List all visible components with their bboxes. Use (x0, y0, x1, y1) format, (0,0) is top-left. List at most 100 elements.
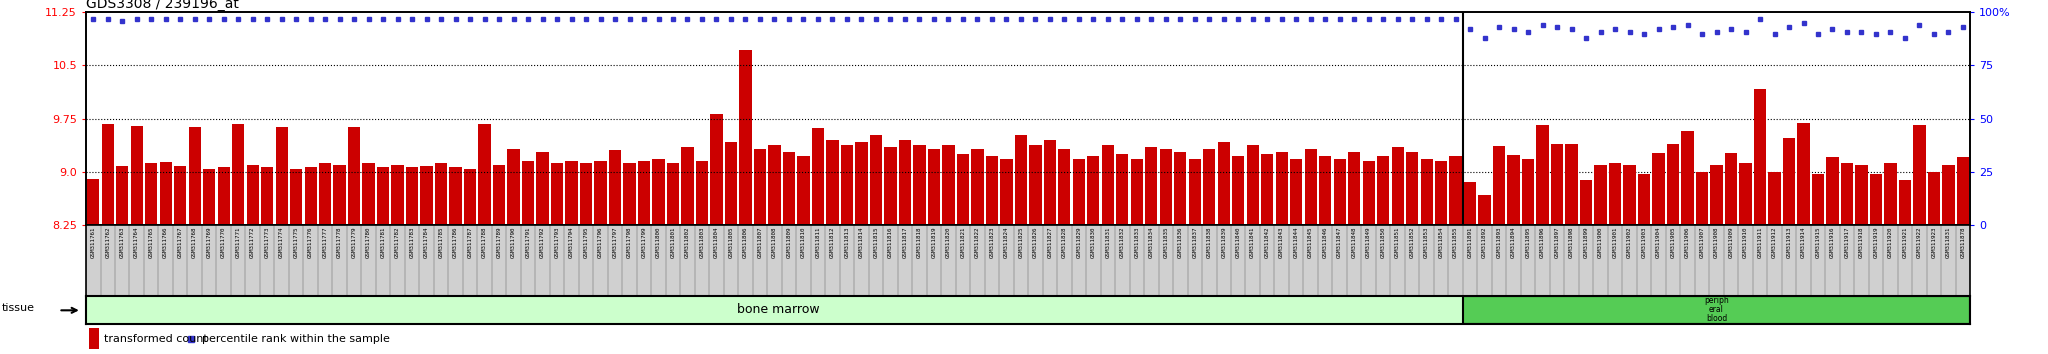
Text: GSM311831: GSM311831 (1946, 227, 1952, 258)
Bar (768, 145, 780, 225)
Text: GSM311843: GSM311843 (1280, 227, 1284, 258)
Bar (217, 167, 229, 225)
Bar (782, 152, 795, 225)
Text: GSM311851: GSM311851 (1395, 227, 1401, 258)
Text: GSM311878: GSM311878 (1960, 227, 1966, 258)
Bar (885, 147, 897, 225)
Text: GSM311839: GSM311839 (1221, 227, 1227, 258)
Bar (1159, 149, 1171, 225)
Bar (1174, 152, 1186, 225)
Bar (594, 161, 606, 225)
Text: GSM311798: GSM311798 (627, 227, 633, 258)
Text: GSM311893: GSM311893 (1497, 227, 1501, 258)
Bar (1102, 145, 1114, 225)
Bar (334, 165, 346, 225)
Text: GSM311768: GSM311768 (193, 227, 197, 258)
Text: GSM311767: GSM311767 (178, 227, 182, 258)
Text: GSM311792: GSM311792 (541, 227, 545, 258)
Text: GSM311805: GSM311805 (729, 227, 733, 258)
Text: GSM311919: GSM311919 (1874, 227, 1878, 258)
Bar (551, 163, 563, 225)
Bar (449, 167, 461, 225)
Text: GSM311829: GSM311829 (1077, 227, 1081, 258)
Bar (1421, 159, 1434, 225)
Text: GSM311802: GSM311802 (684, 227, 690, 258)
Bar (1942, 165, 1954, 225)
Bar (1436, 161, 1448, 225)
Text: GSM311793: GSM311793 (555, 227, 559, 258)
Bar (696, 161, 709, 225)
Bar (608, 150, 621, 225)
Bar (1407, 152, 1419, 225)
Bar (1348, 152, 1360, 225)
Text: GSM311908: GSM311908 (1714, 227, 1718, 258)
Text: GSM311762: GSM311762 (104, 227, 111, 258)
Bar (1522, 159, 1534, 225)
Bar (1638, 174, 1651, 225)
Bar (811, 128, 823, 225)
Text: GSM311835: GSM311835 (1163, 227, 1167, 258)
Text: GSM311772: GSM311772 (250, 227, 256, 258)
Bar (1767, 172, 1780, 225)
Text: GSM311814: GSM311814 (858, 227, 864, 258)
Bar (1362, 161, 1374, 225)
Text: GSM311850: GSM311850 (1380, 227, 1386, 258)
Bar (1710, 165, 1722, 225)
Text: GSM311817: GSM311817 (903, 227, 907, 258)
Bar (1653, 153, 1665, 225)
Bar (1319, 156, 1331, 225)
Text: GSM311828: GSM311828 (1061, 227, 1067, 258)
Bar (1493, 146, 1505, 225)
Text: GSM311820: GSM311820 (946, 227, 950, 258)
Text: GSM311790: GSM311790 (512, 227, 516, 258)
Text: GSM311892: GSM311892 (1483, 227, 1487, 258)
Bar (174, 166, 186, 225)
Text: GSM311779: GSM311779 (352, 227, 356, 258)
Bar (1276, 152, 1288, 225)
Bar (1233, 156, 1245, 225)
Bar (565, 161, 578, 225)
Bar (377, 167, 389, 225)
Text: GSM311846: GSM311846 (1323, 227, 1327, 258)
Text: GSM311904: GSM311904 (1657, 227, 1661, 258)
Bar (1262, 154, 1274, 225)
Bar (391, 165, 403, 225)
Text: GSM311826: GSM311826 (1032, 227, 1038, 258)
Bar (999, 159, 1012, 225)
Bar (711, 114, 723, 225)
Bar (797, 156, 809, 225)
Text: GSM311761: GSM311761 (90, 227, 96, 258)
Text: GSM311901: GSM311901 (1612, 227, 1618, 258)
Text: GSM311847: GSM311847 (1337, 227, 1341, 258)
Text: GSM311799: GSM311799 (641, 227, 647, 258)
Text: GSM311899: GSM311899 (1583, 227, 1589, 258)
Text: GSM311842: GSM311842 (1266, 227, 1270, 258)
Text: GSM311773: GSM311773 (264, 227, 270, 258)
Bar (1479, 195, 1491, 225)
Text: GSM311796: GSM311796 (598, 227, 602, 258)
Text: GSM311827: GSM311827 (1047, 227, 1053, 258)
Text: GSM311815: GSM311815 (872, 227, 879, 258)
Bar (899, 140, 911, 225)
Text: GSM311916: GSM311916 (1831, 227, 1835, 258)
Text: GSM311781: GSM311781 (381, 227, 385, 258)
Text: GSM311830: GSM311830 (1092, 227, 1096, 258)
Bar (1376, 156, 1389, 225)
Bar (1145, 147, 1157, 225)
Text: GSM311895: GSM311895 (1526, 227, 1530, 258)
Bar (1624, 165, 1636, 225)
Text: GSM311813: GSM311813 (844, 227, 850, 258)
Bar (1202, 149, 1214, 225)
Text: GSM311838: GSM311838 (1206, 227, 1212, 258)
Bar (1812, 174, 1825, 225)
Text: GSM311819: GSM311819 (932, 227, 936, 258)
Text: GSM311771: GSM311771 (236, 227, 242, 258)
Text: GSM311804: GSM311804 (715, 227, 719, 258)
Bar (739, 50, 752, 225)
Bar (1579, 180, 1591, 225)
Bar (1087, 156, 1100, 225)
Bar (231, 124, 244, 225)
Text: GSM311821: GSM311821 (961, 227, 965, 258)
Text: GSM311896: GSM311896 (1540, 227, 1544, 258)
Bar (145, 163, 158, 225)
